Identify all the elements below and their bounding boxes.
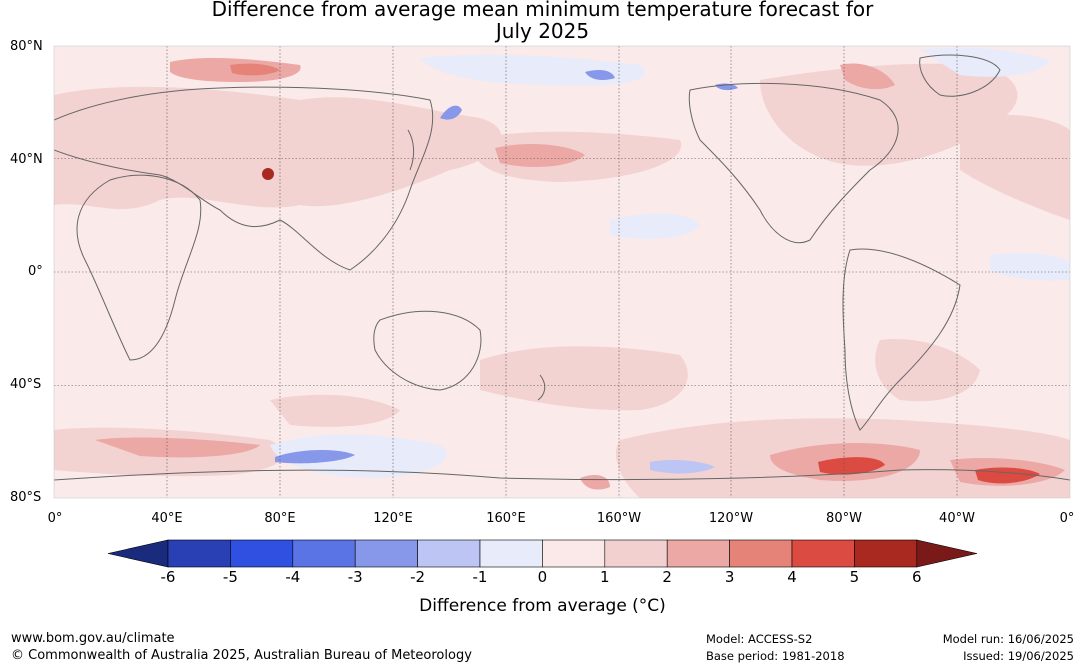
anomaly-region-arctic-ocean <box>420 54 646 86</box>
footer-website: www.bom.gov.au/climate <box>11 631 175 646</box>
anomaly-region-indian-ocean <box>270 394 400 427</box>
japan-outline <box>407 129 415 171</box>
lon-label-120w: 120°W <box>708 511 754 526</box>
lon-label-0-left: 0° <box>47 511 63 526</box>
lon-label-120e: 120°E <box>373 511 413 526</box>
colorbar-segment <box>666 539 730 568</box>
colorbar-segment <box>354 539 418 568</box>
footer-issued: Issued: 19/06/2025 <box>963 649 1074 663</box>
colorbar-tick-label: -4 <box>285 568 301 586</box>
eurasia-outline <box>54 86 434 271</box>
anomaly-region-antarctic-pacific-core <box>818 457 885 475</box>
lon-label-40e: 40°E <box>151 511 183 526</box>
footer-base-period: Base period: 1981-2018 <box>706 649 845 663</box>
anomaly-region-sea-of-okhotsk <box>440 105 462 120</box>
colorbar-segment <box>417 539 481 568</box>
colorbar-segment <box>854 539 918 568</box>
greenland-outline <box>919 54 1001 97</box>
colorbar-segment <box>230 539 294 568</box>
colorbar-segment <box>167 539 231 568</box>
lon-label-160e: 160°E <box>486 511 526 526</box>
colorbar-tick-label: 5 <box>849 568 860 586</box>
land-outlines <box>54 54 1070 481</box>
anomaly-region-siberian-coast <box>585 70 615 80</box>
anomaly-region-east-pacific <box>610 213 700 239</box>
anomaly-region-europe <box>960 114 1070 220</box>
anomaly-region-atlantic <box>990 252 1070 281</box>
chart-title-line2: July 2025 <box>495 19 590 43</box>
colorbar-segment <box>729 539 793 568</box>
anomaly-region-antarctic-south-pacific <box>580 475 610 490</box>
anomaly-region-north-america <box>760 63 1018 166</box>
lon-label-80e: 80°E <box>264 511 296 526</box>
colorbar-tick-label: 1 <box>600 568 610 586</box>
new-zealand-outline <box>537 374 546 401</box>
chart-title-line1: Difference from average mean minimum tem… <box>211 0 874 21</box>
lon-label-0-right: 0° <box>1059 511 1075 526</box>
anomaly-region-canada-north <box>840 63 895 90</box>
colorbar-tick-label: -1 <box>472 568 488 586</box>
colorbar-tick-label: 2 <box>662 568 672 586</box>
colorbar-tick-label: 3 <box>724 568 735 586</box>
colorbar-extend-low <box>107 539 169 568</box>
colorbar-tick-label: 0 <box>537 568 548 586</box>
colorbar-segment <box>791 539 855 568</box>
colorbar-segment <box>292 539 356 568</box>
graticule <box>54 46 1070 498</box>
footer-model: Model: ACCESS-S2 <box>706 632 813 646</box>
north-america-outline <box>688 82 899 244</box>
anomaly-region-south-pacific <box>480 346 688 411</box>
lon-label-40w: 40°W <box>939 511 975 526</box>
lat-label-40s: 40°S <box>10 377 42 392</box>
footer-model-run: Model run: 16/06/2025 <box>942 632 1074 646</box>
lat-label-equator: 0° <box>28 264 43 279</box>
anomaly-region-pacific-core <box>495 144 585 167</box>
anomaly-region-east-antarctic <box>270 434 447 478</box>
anomaly-region-scandinavia-core <box>230 63 280 76</box>
anomaly-region-himalaya-core <box>262 168 274 180</box>
footer-copyright: © Commonwealth of Australia 2025, Austra… <box>11 648 472 663</box>
lon-label-160w: 160°W <box>596 511 642 526</box>
colorbar-tick-label: -5 <box>222 568 238 586</box>
colorbar-label: Difference from average (°C) <box>419 596 666 616</box>
colorbar-tick-label: -6 <box>160 568 176 586</box>
colorbar-tick-label: 4 <box>787 568 797 586</box>
south-america-outline <box>842 248 961 431</box>
antarctica-outline <box>54 469 1070 481</box>
colorbar-segments <box>107 539 978 568</box>
colorbar-tick-label: -2 <box>410 568 426 586</box>
lat-label-80s: 80°S <box>10 490 42 505</box>
australia-outline <box>373 310 482 391</box>
lon-label-80w: 80°W <box>826 511 862 526</box>
colorbar-tick-label: 6 <box>912 568 922 586</box>
colorbar-extend-high <box>916 539 978 568</box>
lat-label-40n: 40°N <box>10 152 43 167</box>
colorbar-tick-label: -3 <box>347 568 363 586</box>
colorbar-segment <box>479 539 543 568</box>
lat-label-80n: 80°N <box>10 39 43 54</box>
anomaly-region-ross-sea <box>650 459 715 474</box>
colorbar-segment <box>604 539 668 568</box>
anomaly-region-east-antarctic-core <box>275 449 355 464</box>
anomaly-region-antarctic-indian <box>95 437 260 458</box>
colorbar-segment <box>542 539 606 568</box>
